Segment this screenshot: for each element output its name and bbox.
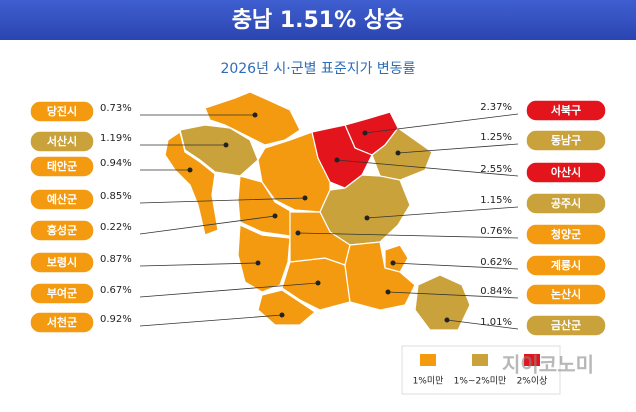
leader-line (297, 232, 519, 239)
region-dot (334, 157, 340, 163)
region-dot (279, 312, 285, 318)
region-name: 당진시 (47, 104, 77, 118)
region-dot (390, 260, 396, 266)
leader-line (397, 143, 519, 154)
region-pill (525, 99, 607, 122)
region-dot (315, 280, 321, 286)
region-value: 1.19% (100, 133, 132, 144)
region-value: 0.94% (100, 158, 132, 169)
region (414, 274, 471, 331)
region (204, 91, 301, 146)
region-pill (525, 129, 607, 152)
region-dot (223, 142, 229, 148)
legend-swatch (472, 354, 488, 366)
region-name: 서천군 (47, 315, 77, 329)
region-name: 예산군 (47, 192, 77, 206)
region-value: 0.62% (480, 257, 512, 268)
region-pill (525, 192, 607, 215)
leader-line (366, 206, 519, 219)
labels: 당진시 0.73% 서산시 1.19% 태안군 0.94% 예산군 0.85% 홍성군 0.22%… (29, 99, 607, 337)
region-pill (29, 282, 95, 305)
region-dot (255, 260, 261, 266)
leader-line (139, 282, 319, 298)
legend: 1%미만 1%~2%미만 2%이상 (413, 354, 548, 387)
region-dot (295, 230, 301, 236)
watermark: 지이코노미 (502, 353, 594, 377)
map-regions (164, 91, 471, 331)
region-value: 0.22% (100, 222, 132, 233)
region-value: 0.84% (480, 286, 512, 297)
region-name: 공주시 (551, 197, 581, 210)
region-dot (302, 195, 308, 201)
region-dot (187, 167, 193, 173)
region-pill (29, 100, 95, 123)
region-value: 1.25% (480, 132, 512, 143)
region-value: 0.76% (480, 226, 512, 237)
region-pill (29, 311, 95, 334)
region-pill (525, 314, 607, 337)
region-name: 태안군 (47, 159, 77, 173)
region-pill (29, 130, 95, 153)
region (179, 124, 259, 177)
region-value: 0.85% (100, 191, 132, 202)
legend-label: 1%미만 (413, 376, 444, 387)
region-pill (29, 155, 95, 178)
region-name: 청양군 (551, 227, 581, 241)
region-dot (385, 289, 391, 295)
region-value: 2.37% (480, 102, 512, 113)
region-pill (525, 254, 607, 277)
region-dot (252, 112, 258, 118)
leader-line (392, 262, 519, 270)
region-pill (525, 223, 607, 246)
region-pill (29, 188, 95, 211)
region-value: 0.92% (100, 314, 132, 325)
leader-line (387, 291, 519, 299)
leader-line (139, 314, 283, 327)
legend-label: 1%~2%미만 (454, 376, 507, 387)
region-dot (364, 215, 370, 221)
region-value: 0.87% (100, 254, 132, 265)
region (344, 241, 416, 311)
title-bar (0, 0, 636, 40)
region-value: 0.73% (100, 103, 132, 114)
region-name: 계룡시 (551, 258, 581, 272)
region (257, 131, 331, 213)
region-value: 1.01% (480, 317, 512, 328)
title: 충남 1.51% 상승 (232, 8, 405, 33)
region (257, 289, 316, 326)
region-name: 홍성군 (47, 223, 77, 237)
leader-line (336, 159, 519, 177)
leader-line (139, 197, 306, 204)
region-dot (272, 213, 278, 219)
region-pill (29, 251, 95, 274)
region (237, 224, 291, 293)
region-value: 2.55% (480, 164, 512, 175)
region-pill (525, 161, 607, 184)
region-name: 부여군 (47, 286, 77, 300)
region (384, 244, 409, 273)
region-value: 0.67% (100, 285, 132, 296)
legend-swatch (524, 354, 540, 366)
leader-line (139, 262, 259, 267)
legend-swatch (420, 354, 436, 366)
leader-line (139, 215, 276, 235)
region-name: 서북구 (551, 103, 581, 117)
region-name: 서산시 (47, 134, 77, 148)
region-dot (362, 130, 368, 136)
region-dot (444, 317, 450, 323)
region-name: 논산시 (551, 287, 581, 301)
subtitle: 2026년 시·군별 표준지가 변동률 (220, 61, 415, 77)
region-value: 1.15% (480, 195, 512, 206)
region-dot (395, 150, 401, 156)
region-pill (29, 219, 95, 242)
region-name: 동남구 (551, 134, 581, 147)
leader-line (446, 319, 519, 330)
region-name: 금산군 (551, 318, 581, 332)
region-pill (525, 283, 607, 306)
region-name: 아산시 (551, 165, 581, 179)
region-name: 보령시 (47, 256, 77, 269)
leader-line (364, 113, 519, 134)
legend-label: 2%이상 (517, 376, 548, 387)
